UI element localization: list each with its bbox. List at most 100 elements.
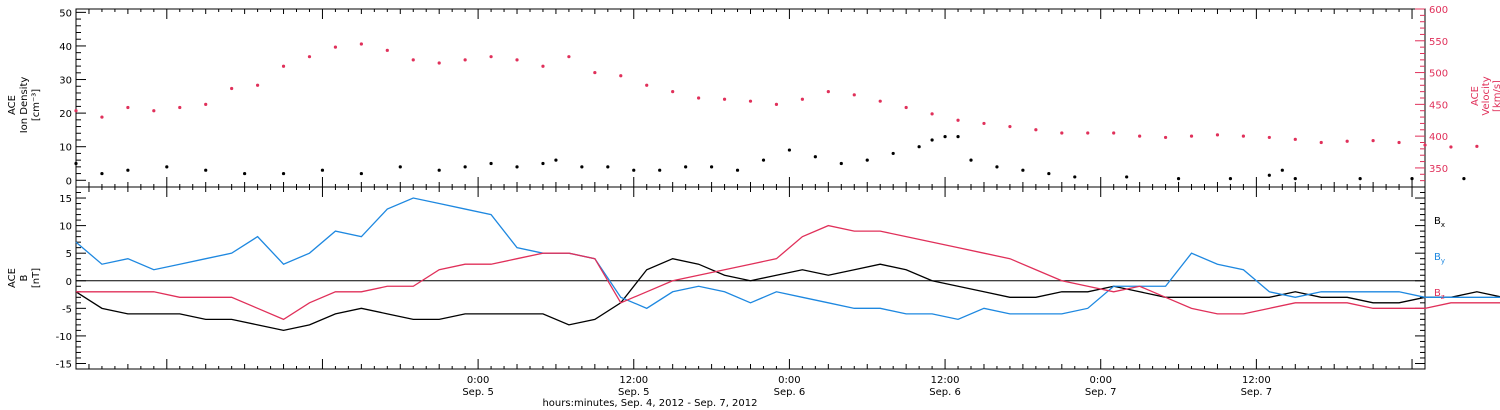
x-tick-label-date: Sep. 7 <box>1241 387 1273 398</box>
data-point <box>489 161 493 166</box>
data-point <box>904 105 908 110</box>
top-left-tick-label: 40 <box>59 42 72 53</box>
top-right-tick-label: 600 <box>1429 5 1448 16</box>
x-tick-label-time: 0:00 <box>1089 375 1111 386</box>
data-point <box>359 42 363 46</box>
data-point <box>178 105 182 110</box>
bx-series <box>75 258 1500 332</box>
bottom-tick-label: -10 <box>56 332 72 343</box>
x-tick-label-time: 12:00 <box>1242 375 1271 386</box>
top-right-tick-label: 350 <box>1429 164 1448 175</box>
top-right-tick-label: 450 <box>1429 100 1448 111</box>
data-point <box>385 48 389 52</box>
data-point <box>554 158 558 162</box>
data-point <box>891 151 895 156</box>
bottom-plot-frame <box>75 186 1426 370</box>
bottom-y-axis: -15 -10 -5 0 5 10 15 <box>56 186 1425 370</box>
b-label-line2: B <box>19 274 30 281</box>
data-point <box>865 158 869 162</box>
data-point <box>930 112 934 116</box>
data-point <box>593 70 597 75</box>
x-tick-label-date: Sep. 5 <box>462 387 494 398</box>
top-series-group <box>74 42 1479 181</box>
data-point <box>1034 128 1038 132</box>
x-tick-label-time: 12:00 <box>931 375 960 386</box>
top-plot-frame <box>75 8 1426 188</box>
data-point <box>204 168 208 172</box>
x-tick-label-time: 12:00 <box>619 375 648 386</box>
data-point <box>684 165 688 169</box>
data-point <box>774 102 779 106</box>
bz-series <box>76 224 1500 321</box>
data-point <box>995 165 999 169</box>
top-panel: 0 10 20 30 40 50 350 400 450 500 550 600 ACE Ion D… <box>7 5 1500 188</box>
data-point <box>243 171 247 176</box>
data-point <box>943 135 947 139</box>
top-left-tick-label: 0 <box>66 176 72 187</box>
bottom-tick-label: 0 <box>66 277 72 288</box>
data-point <box>671 90 675 94</box>
data-point <box>541 161 545 166</box>
data-point <box>437 61 441 65</box>
data-point <box>1319 140 1323 145</box>
density-label-line2: Ion Density <box>19 77 30 134</box>
data-point <box>709 165 714 169</box>
legend-bz: Bz <box>1434 288 1445 301</box>
data-point <box>1228 177 1233 181</box>
data-point <box>658 168 662 172</box>
data-point <box>580 165 584 169</box>
data-point <box>1138 134 1142 138</box>
data-point <box>281 171 286 176</box>
x-tick-label-time: 0:00 <box>467 375 489 386</box>
data-point <box>307 55 312 59</box>
data-point <box>320 168 325 172</box>
data-point <box>126 105 130 110</box>
data-point <box>230 86 234 91</box>
data-point <box>697 96 701 100</box>
x-tick-label-date: Sep. 6 <box>929 387 961 398</box>
bottom-tick-label: -15 <box>56 359 72 370</box>
bottom-tick-label: -5 <box>62 304 72 315</box>
data-point <box>826 90 830 94</box>
data-point <box>1125 175 1129 179</box>
data-point <box>632 168 636 172</box>
data-point <box>748 99 753 103</box>
data-point <box>411 58 415 62</box>
top-right-tick-label: 400 <box>1429 132 1448 143</box>
data-point <box>100 115 104 119</box>
data-point <box>463 165 467 169</box>
bottom-tick-label: 15 <box>59 194 72 205</box>
top-right-y-axis: 350 400 450 500 550 600 <box>1415 5 1448 188</box>
data-point <box>255 83 260 87</box>
density-series <box>74 135 1466 181</box>
data-point <box>281 64 286 68</box>
data-point <box>1176 177 1181 181</box>
data-point <box>839 161 843 166</box>
data-point <box>1267 135 1271 140</box>
data-point <box>619 74 623 78</box>
velocity-label-line2: Velocity <box>1481 76 1492 115</box>
data-point <box>735 168 740 172</box>
data-point <box>761 158 766 162</box>
b-label-line3: [nT] <box>31 268 42 288</box>
data-point <box>1462 177 1466 181</box>
bottom-axis-label: ACE B [nT] <box>7 268 42 288</box>
bottom-tick-label: 5 <box>66 249 72 260</box>
data-point <box>463 58 467 62</box>
data-point <box>541 64 545 68</box>
by-series <box>75 197 1500 321</box>
x-tick-label-date: Sep. 7 <box>1085 387 1117 398</box>
velocity-label-line1: ACE <box>1470 86 1481 106</box>
data-point <box>165 165 169 169</box>
data-point <box>152 109 156 113</box>
top-left-y-axis: 0 10 20 30 40 50 <box>59 8 86 187</box>
data-point <box>489 55 493 59</box>
data-point <box>1293 137 1297 141</box>
density-label-line1: ACE <box>7 95 18 115</box>
data-point <box>204 102 208 106</box>
data-point <box>1112 131 1116 135</box>
legend-by: By <box>1434 252 1445 265</box>
data-point <box>1475 144 1479 148</box>
data-point <box>956 135 960 139</box>
